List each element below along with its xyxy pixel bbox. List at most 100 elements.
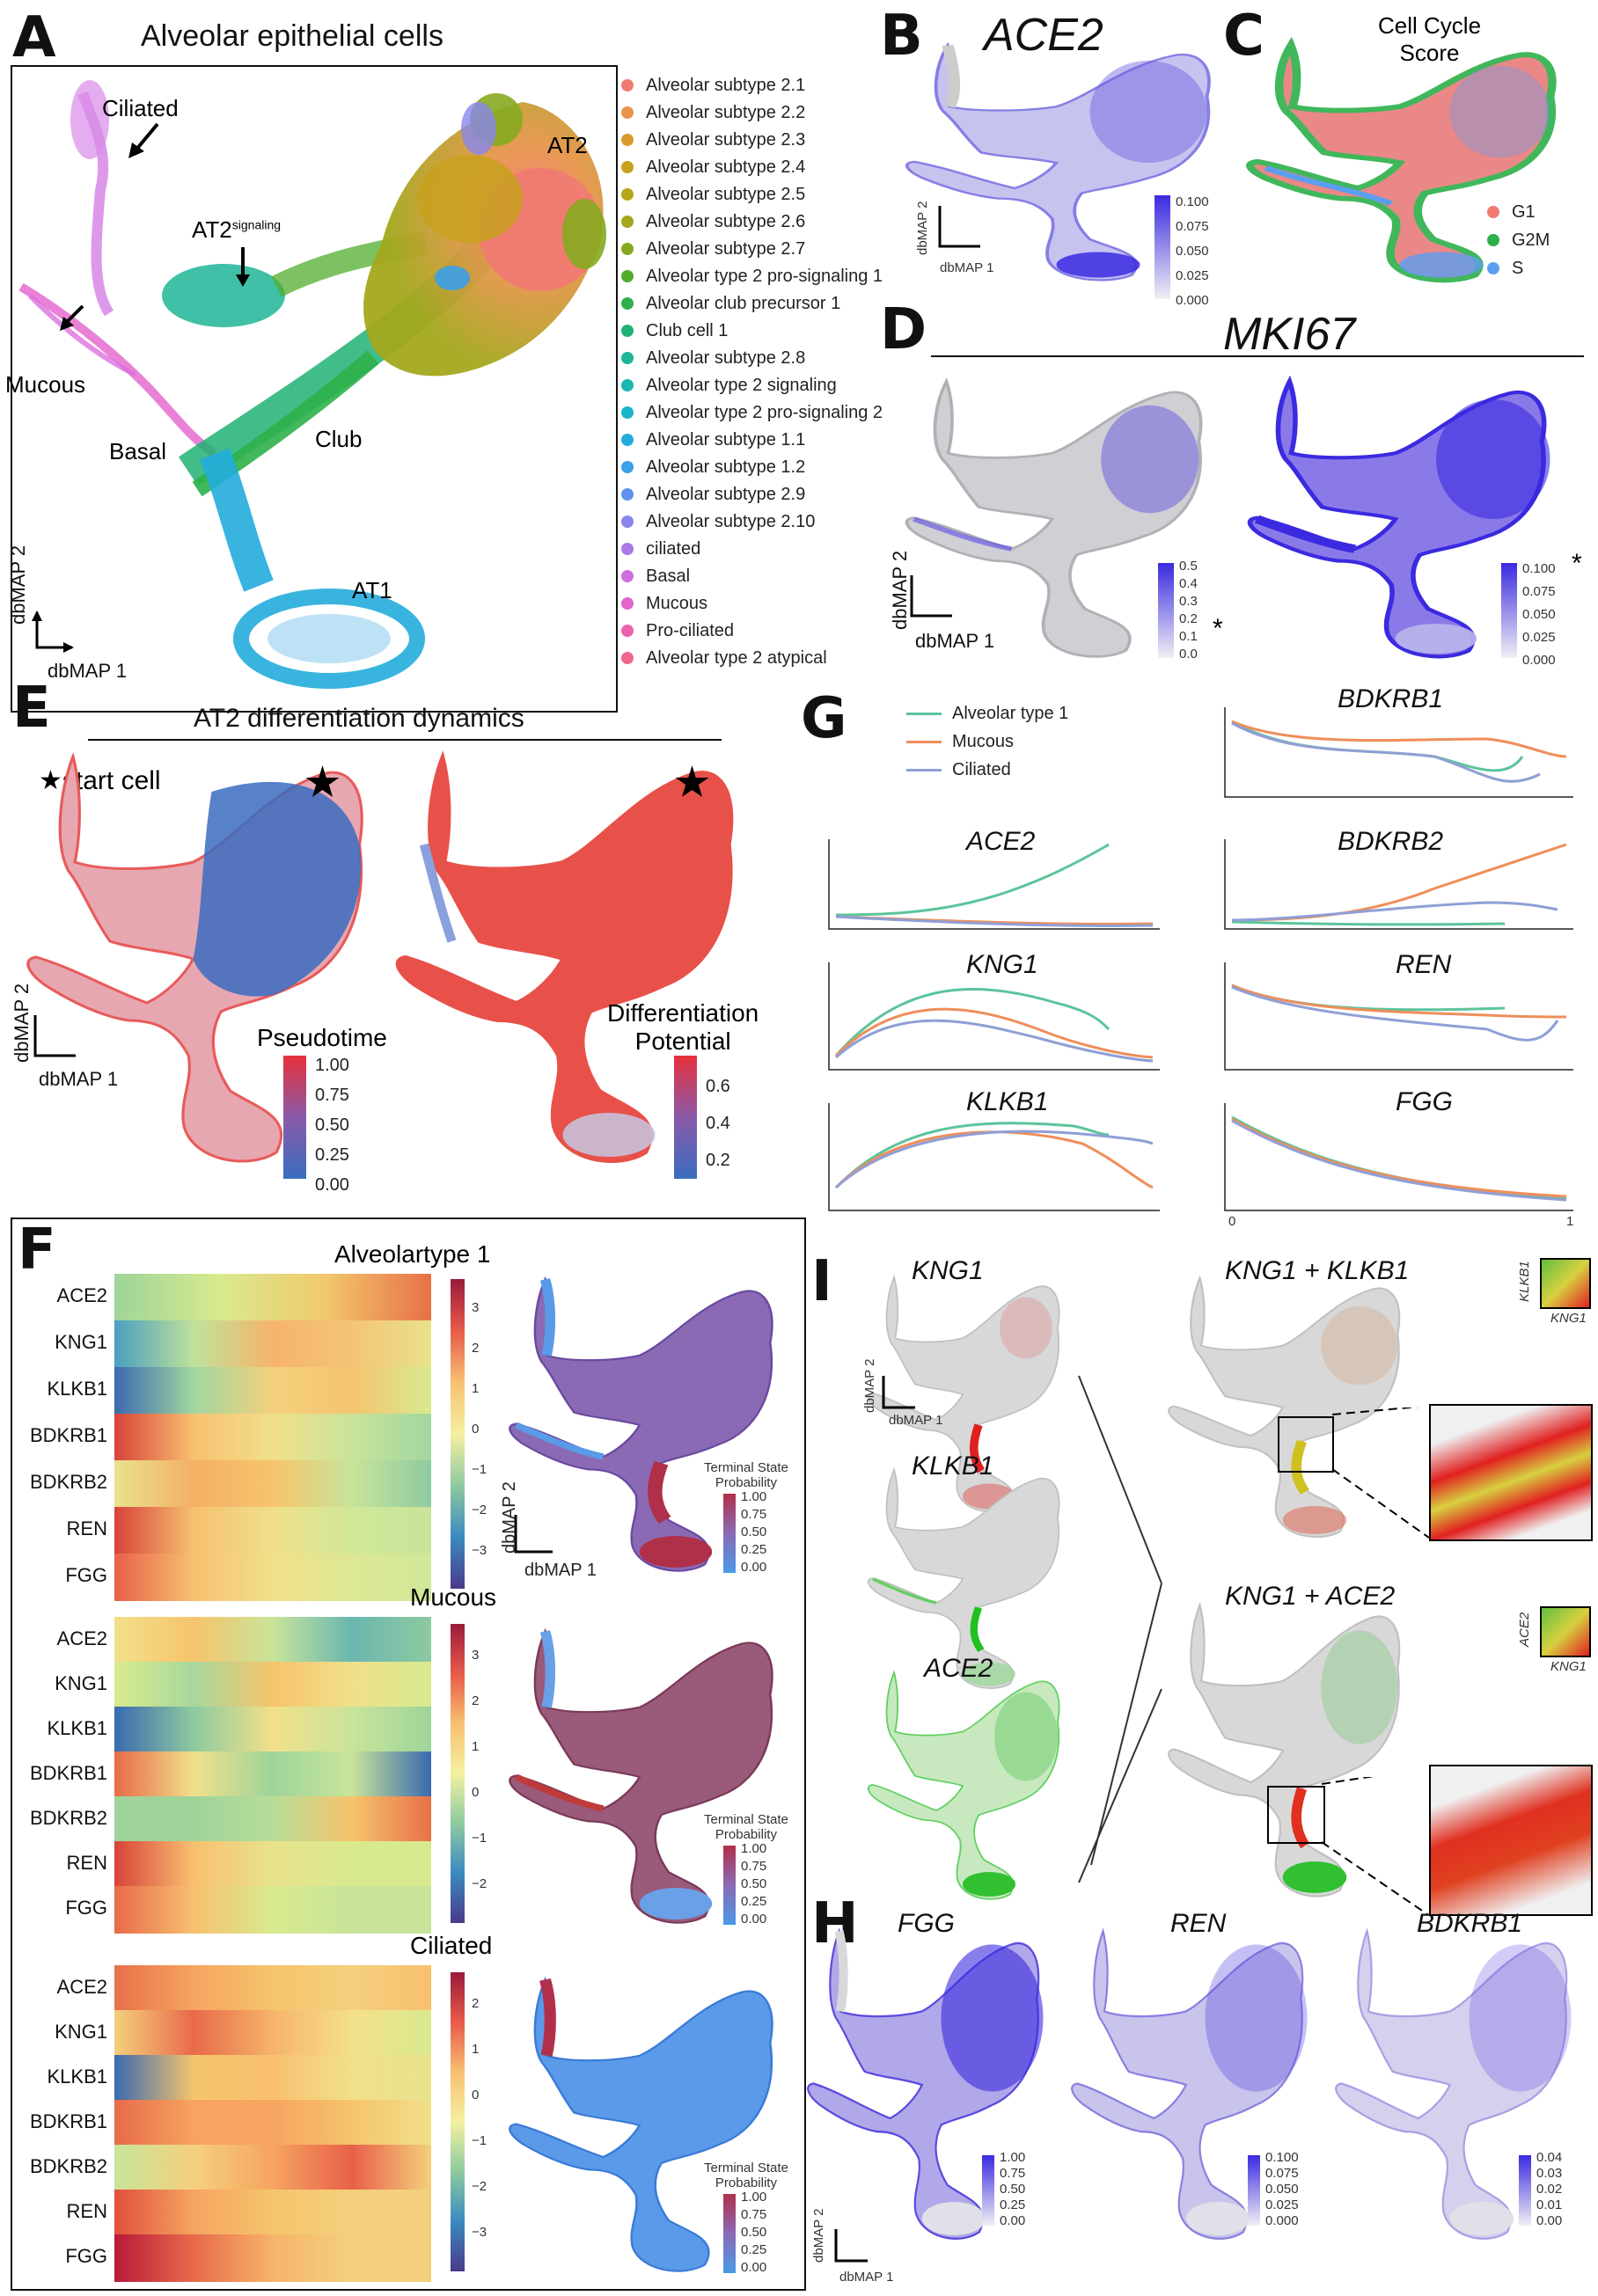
panel-e-colorbar-2 xyxy=(674,1056,697,1179)
cbar-tick: −2 xyxy=(472,1503,487,1517)
f-row-label: BDKRB1 xyxy=(29,1424,107,1446)
legend-dot xyxy=(621,652,634,664)
cbar-tick: 0.00 xyxy=(315,1175,349,1195)
label-at2-signaling-sup: signaling xyxy=(231,217,282,232)
legend-dot xyxy=(621,543,634,555)
g-xtick-1: 1 xyxy=(1566,1214,1574,1229)
panel-e-rule xyxy=(88,739,722,741)
f-block3-title: Ciliated xyxy=(410,1932,493,1959)
f-colorbar-2 xyxy=(451,1624,465,1923)
panel-b-axes xyxy=(938,206,980,248)
panel-f-frame xyxy=(11,1217,806,2291)
i-inset-lines-1 xyxy=(1331,1408,1430,1539)
panel-b-gene: ACE2 xyxy=(984,10,1103,61)
f-row-label: BDKRB2 xyxy=(29,1471,107,1493)
label-mucous: Mucous xyxy=(5,371,86,398)
f-block2-title: Mucous xyxy=(410,1583,497,1611)
i-key2-x: KNG1 xyxy=(1550,1659,1587,1674)
panel-e-colorbar-1 xyxy=(283,1056,306,1179)
g-plot-bdkrb1 xyxy=(1224,707,1573,798)
panel-d-umap-1 xyxy=(905,379,1203,659)
panel-e-umap-1 xyxy=(26,755,363,1163)
h-ticks-2: 0.100 0.075 0.050 0.025 0.000 xyxy=(1265,2150,1299,2229)
cbar-tick: 1.00 xyxy=(741,1489,767,1504)
cbar-tick: 0.25 xyxy=(741,1894,767,1909)
cbar-tick: 0.075 xyxy=(1265,2166,1299,2181)
panel-g-letter: G xyxy=(801,686,847,751)
legend-label: Alveolar subtype 2.10 xyxy=(646,511,816,531)
cbar-tick: −1 xyxy=(472,2133,487,2148)
cbar-tick: 0.000 xyxy=(1176,293,1209,308)
cbar-tick: 2 xyxy=(472,1693,480,1708)
label-at1: AT1 xyxy=(352,577,392,603)
cbar-tick: 0 xyxy=(472,1785,480,1800)
legend-dot xyxy=(621,352,634,364)
legend-dot xyxy=(621,488,634,501)
i-umap-combo1 xyxy=(1168,1276,1401,1539)
legend-label: Alveolar subtype 2.1 xyxy=(646,75,806,95)
h-gene-ren: REN xyxy=(1170,1909,1227,1938)
f-tsp-ticks-1: 1.00 0.75 0.50 0.25 0.00 xyxy=(741,1488,766,1576)
cbar-tick: −2 xyxy=(472,2179,487,2194)
legend-dot xyxy=(621,434,634,446)
panel-a-legend: Alveolar subtype 2.1 Alveolar subtype 2.… xyxy=(621,72,912,679)
cbar-tick: 0.25 xyxy=(1000,2197,1026,2212)
cbar-tick: −1 xyxy=(472,1462,487,1477)
g-gene-bdkrb2: BDKRB2 xyxy=(1338,827,1444,856)
i-key1-y: KLKB1 xyxy=(1517,1261,1532,1302)
legend-label: Alveolar subtype 2.5 xyxy=(646,184,806,204)
cbar-tick: 0.050 xyxy=(1522,607,1556,622)
cbar-tick: 0.50 xyxy=(1000,2182,1026,2197)
h-umap-ren xyxy=(1071,1930,1308,2240)
label-ciliated: Ciliated xyxy=(102,95,179,121)
panel-e-xlabel: dbMAP 1 xyxy=(39,1068,119,1090)
panel-b-xlabel: dbMAP 1 xyxy=(940,260,994,275)
i-axes xyxy=(882,1376,915,1409)
i-gene-kng1: KNG1 xyxy=(912,1256,984,1285)
cbar-tick: −2 xyxy=(472,1876,487,1891)
cbar-tick: 0.25 xyxy=(741,1542,767,1557)
cbar-tick: 0.025 xyxy=(1522,630,1556,645)
i-combo1-title: KNG1 + KLKB1 xyxy=(1225,1256,1410,1285)
panel-c-umap xyxy=(1241,35,1575,290)
f-cbar2-ticks: 3 2 1 0 −1 −2 xyxy=(472,1633,487,1907)
panel-b-ylabel: dbMAP 2 xyxy=(915,201,930,255)
f-row-label: KLKB1 xyxy=(47,1717,108,1739)
panel-c-title: Cell Cycle Score xyxy=(1378,12,1481,67)
panel-c-title-line1: Cell Cycle xyxy=(1378,12,1482,39)
panel-d-cbar1-ticks: 0.5 0.4 0.3 0.2 0.1 0.0 xyxy=(1179,558,1198,663)
f-row-label: KNG1 xyxy=(55,2021,107,2043)
f-row-label: FGG xyxy=(65,1564,107,1586)
cbar-tick: 0.4 xyxy=(1179,576,1198,591)
cbar-tick: 0.2 xyxy=(1179,611,1198,626)
legend-label: Alveolar type 2 pro-signaling 2 xyxy=(646,402,883,422)
cbar-tick: 0.075 xyxy=(1176,219,1209,234)
cbar-tick: 0.5 xyxy=(1179,559,1198,574)
f-row-label: KLKB1 xyxy=(47,2066,108,2088)
h-axes xyxy=(834,2229,868,2263)
i-gene-klkb1: KLKB1 xyxy=(912,1451,994,1481)
panel-c-title-line2: Score xyxy=(1399,40,1460,66)
h-xlabel: dbMAP 1 xyxy=(839,2270,894,2285)
f-row-label: ACE2 xyxy=(56,1284,107,1306)
legend-label: Alveolar type 2 atypical xyxy=(646,647,827,668)
i-umap-ace2 xyxy=(867,1671,1060,1900)
i-combo2-title: KNG1 + ACE2 xyxy=(1225,1582,1396,1611)
legend-label: Club cell 1 xyxy=(646,320,729,340)
legend-label: Mucous xyxy=(952,731,1015,751)
f-tsp-ticks-3: 1.00 0.75 0.50 0.25 0.00 xyxy=(741,2189,766,2277)
legend-label: Mucous xyxy=(646,593,708,613)
legend-label: Alveolar subtype 2.6 xyxy=(646,211,806,231)
h-colorbar-2 xyxy=(1248,2155,1260,2226)
g-gene-fgg: FGG xyxy=(1396,1087,1453,1116)
g-plot-klkb1 xyxy=(828,1103,1160,1211)
cbar-tick: 3 xyxy=(472,1648,480,1663)
panel-e-pseudotime-ticks: 1.00 0.75 0.50 0.25 0.00 xyxy=(315,1050,349,1200)
label-at2-signaling: AT2signaling xyxy=(192,216,281,244)
h-ticks-1: 1.00 0.75 0.50 0.25 0.00 xyxy=(1000,2150,1025,2229)
g-plot-ren xyxy=(1224,962,1573,1071)
panel-e-diff-label: Differentiation Potential xyxy=(607,999,759,1056)
cbar-tick: 1.00 xyxy=(741,1841,767,1856)
h-umap-fgg xyxy=(807,1929,1044,2240)
cbar-tick: 0.75 xyxy=(741,1859,767,1874)
